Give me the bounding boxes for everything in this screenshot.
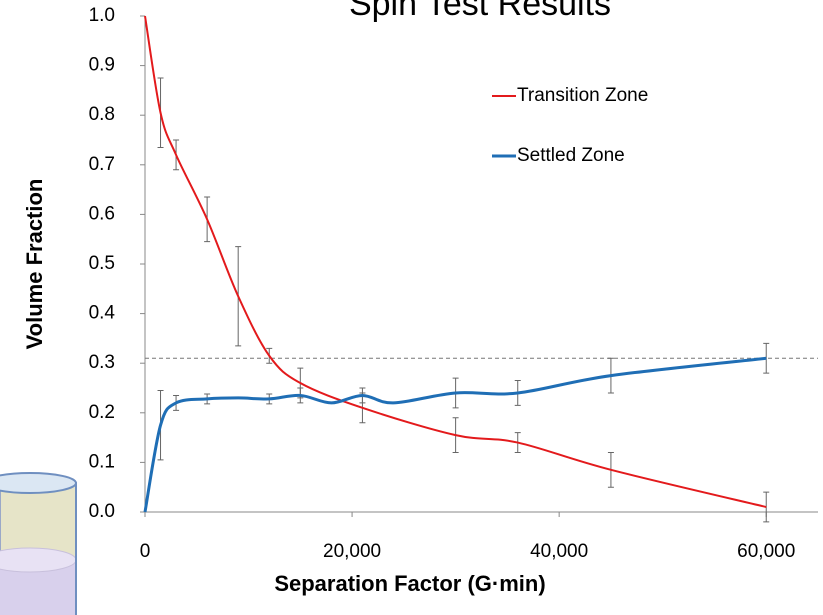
x-tick-label: 0 xyxy=(140,541,151,562)
x-tick-label: 40,000 xyxy=(530,541,588,562)
y-tick-label: 0.1 xyxy=(89,451,115,472)
y-tick-label: 0.5 xyxy=(89,253,115,274)
chart-title: Spin Test Results xyxy=(349,0,611,23)
y-tick-label: 0.4 xyxy=(89,303,116,324)
y-tick-label: 0.0 xyxy=(89,501,115,522)
legend-label: Transition Zone xyxy=(517,85,648,106)
y-tick-label: 0.6 xyxy=(89,203,115,224)
series-line xyxy=(144,15,767,509)
error-bar xyxy=(763,491,770,523)
y-axis-label: Volume Fraction xyxy=(22,179,47,350)
y-tick-label: 0.7 xyxy=(89,154,115,175)
x-tick-label: 20,000 xyxy=(323,541,381,562)
error-bar xyxy=(763,342,770,374)
y-tick-label: 0.3 xyxy=(89,352,115,373)
cylinder-icon xyxy=(0,472,77,615)
y-tick-label: 1.0 xyxy=(89,5,115,26)
legend-label: Settled Zone xyxy=(517,145,625,166)
y-tick-label: 0.9 xyxy=(89,55,115,76)
x-tick-label: 60,000 xyxy=(737,541,795,562)
y-tick-label: 0.2 xyxy=(89,402,115,423)
x-axis-label: Separation Factor (G·min) xyxy=(274,571,545,596)
series-line xyxy=(143,356,767,513)
y-tick-label: 0.8 xyxy=(89,104,115,125)
